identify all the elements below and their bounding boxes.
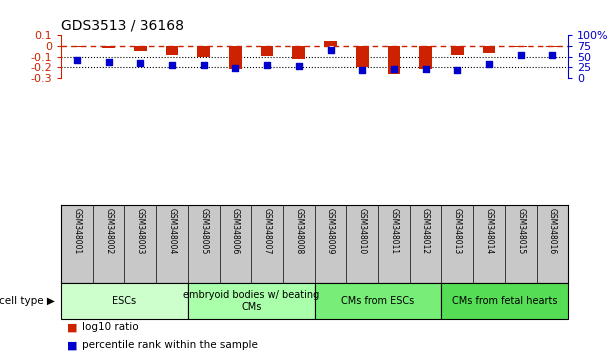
Point [389, 67, 399, 72]
Bar [188, 283, 315, 319]
Text: CMs from fetal hearts: CMs from fetal hearts [452, 296, 558, 306]
Bar [134, 46, 147, 51]
Point [230, 65, 240, 71]
Bar [546, 46, 558, 47]
Bar [441, 283, 568, 319]
Text: GSM348009: GSM348009 [326, 208, 335, 254]
Point [516, 52, 525, 58]
Text: GSM348002: GSM348002 [104, 208, 113, 254]
Text: log10 ratio: log10 ratio [82, 322, 139, 332]
Bar [293, 46, 305, 59]
Text: GSM348008: GSM348008 [295, 208, 303, 254]
Text: GSM348007: GSM348007 [263, 208, 272, 254]
Point [104, 59, 114, 65]
Bar [261, 46, 274, 56]
Point [547, 52, 557, 57]
Bar [514, 46, 527, 47]
Point [199, 62, 208, 68]
Text: ■: ■ [67, 340, 78, 350]
Bar [324, 41, 337, 46]
Text: cell type ▶: cell type ▶ [0, 296, 55, 306]
Text: GSM348016: GSM348016 [548, 208, 557, 254]
Text: embryoid bodies w/ beating
CMs: embryoid bodies w/ beating CMs [183, 290, 320, 312]
Bar [102, 46, 115, 48]
Text: GSM348001: GSM348001 [73, 208, 81, 254]
Point [326, 47, 335, 53]
Text: percentile rank within the sample: percentile rank within the sample [82, 340, 258, 350]
Text: CMs from ESCs: CMs from ESCs [342, 296, 415, 306]
Point [262, 62, 272, 68]
Point [452, 67, 462, 73]
Text: GSM348005: GSM348005 [199, 208, 208, 254]
Text: GSM348006: GSM348006 [231, 208, 240, 254]
Bar [61, 283, 188, 319]
Bar [356, 46, 368, 67]
Bar [419, 46, 432, 69]
Bar [166, 46, 178, 55]
Bar [229, 46, 242, 69]
Text: GSM348013: GSM348013 [453, 208, 462, 254]
Point [484, 62, 494, 67]
Text: ■: ■ [67, 322, 78, 332]
Text: ESCs: ESCs [112, 296, 136, 306]
Text: GSM348015: GSM348015 [516, 208, 525, 254]
Point [136, 60, 145, 66]
Point [421, 67, 431, 72]
Text: GSM348012: GSM348012 [421, 208, 430, 254]
Text: GSM348003: GSM348003 [136, 208, 145, 254]
Text: GSM348014: GSM348014 [485, 208, 494, 254]
Bar [387, 46, 400, 74]
Text: GDS3513 / 36168: GDS3513 / 36168 [61, 19, 184, 33]
Text: GSM348004: GSM348004 [167, 208, 177, 254]
Text: GSM348011: GSM348011 [389, 208, 398, 254]
Text: GSM348010: GSM348010 [357, 208, 367, 254]
Bar [315, 283, 441, 319]
Bar [483, 46, 496, 53]
Bar [71, 46, 83, 47]
Point [294, 63, 304, 69]
Bar [451, 46, 464, 55]
Point [167, 62, 177, 68]
Point [72, 57, 82, 63]
Bar [197, 46, 210, 57]
Point [357, 67, 367, 73]
